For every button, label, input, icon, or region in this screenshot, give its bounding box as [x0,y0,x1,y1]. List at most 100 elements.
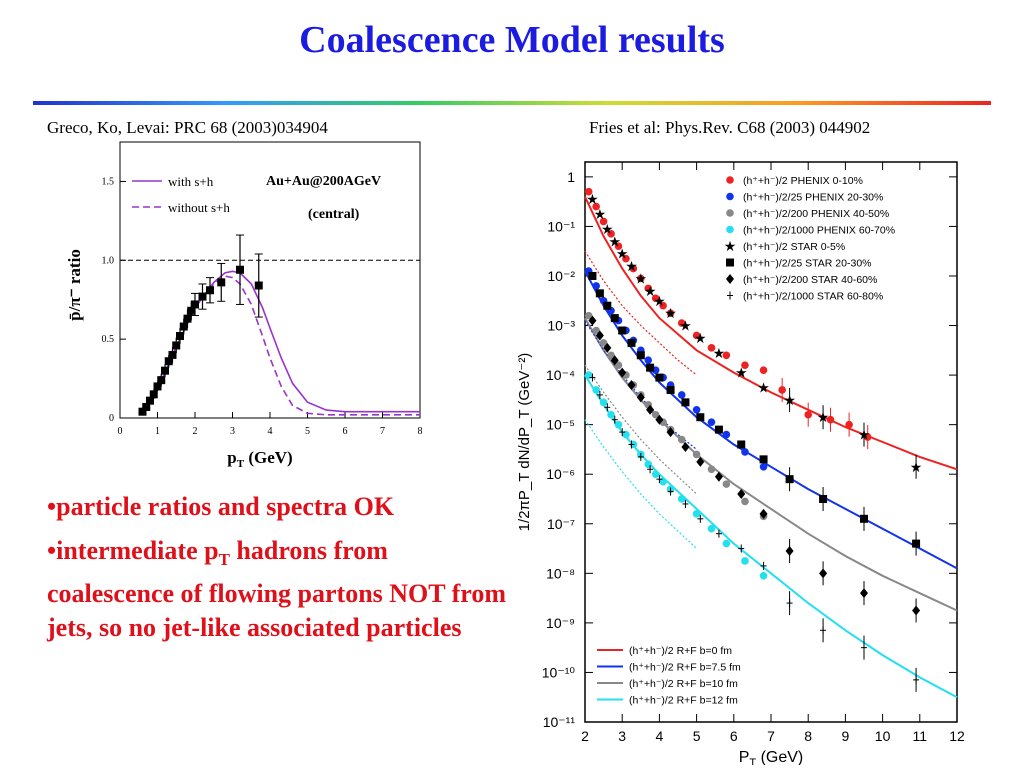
x-tick-label: 11 [913,728,928,744]
reference-right: Fries et al: Phys.Rev. C68 (2003) 044902 [589,118,871,137]
y-tick-label: 10⁻¹¹ [543,714,576,730]
data-point [254,281,263,290]
legend-label: (h⁺+h⁻)/2/25 STAR 20-30% [743,258,872,270]
data-point [659,301,667,310]
x-tick-label: 8 [804,728,812,744]
model-curve [584,196,958,471]
x-tick-label: 12 [949,728,965,744]
data-point [656,475,663,484]
data-point [759,572,768,580]
data-point [627,338,636,347]
x-tick-label: 3 [618,728,626,744]
data-point [618,326,627,335]
data-point [651,470,660,479]
data-point [677,319,686,327]
data-point [610,314,619,323]
series-line [138,270,420,414]
x-tick-label: 4 [268,426,273,437]
data-point [651,294,660,303]
data-point [913,675,920,684]
data-point [646,363,655,372]
legend-label: (h⁺+h⁻)/2/1000 PHENIX 60-70% [743,225,895,237]
y-tick-label: 10⁻⁶ [546,466,575,482]
y-tick-label: 10⁻² [547,268,575,284]
data-point [696,413,705,422]
y-tick-label: 1 [567,169,575,185]
title-divider [33,101,991,105]
legend-label: with s+h [168,174,214,189]
data-point [599,217,608,226]
data-point [819,568,828,579]
data-point: ★ [858,427,871,443]
data-point [584,187,593,196]
data-point [741,557,749,565]
data-point: ★ [724,238,737,254]
data-point [737,440,746,449]
data-point [741,497,749,506]
data-point [861,643,867,652]
data-point [164,357,173,366]
legend-label: (h⁺+h⁻)/2 STAR 0-5% [743,241,845,253]
data-point [722,351,731,360]
legend-label: (h⁺+h⁻)/2 R+F b=12 fm [629,695,738,707]
data-point: ★ [601,221,614,237]
reference-left: Greco, Ko, Levai: PRC 68 (2003)034904 [47,118,328,137]
data-point [622,254,630,263]
y-tick-label: 1.0 [102,255,115,266]
data-point: ★ [757,379,770,395]
data-point: ★ [635,270,648,286]
model-curve [584,419,698,549]
data-point [172,341,181,350]
data-point [622,430,630,439]
data-point [714,471,723,482]
data-point [647,465,654,474]
data-point [785,546,794,557]
data-point [584,311,593,320]
data-point [726,209,734,217]
x-tick-label: 5 [693,728,701,744]
data-point [912,605,921,616]
data-point [727,291,733,300]
data-point [627,380,636,391]
x-tick-label: 2 [581,728,589,744]
legend-label: (h⁺+h⁻)/2/200 PHENIX 40-50% [743,208,889,220]
data-point: ★ [679,318,692,334]
data-point [692,331,701,340]
data-point: ★ [586,191,599,207]
data-point: ★ [713,345,726,361]
data-point [607,351,615,360]
data-point [183,314,192,323]
data-point [644,356,653,365]
legend-label: (h⁺+h⁻)/2/200 STAR 40-60% [743,274,877,286]
x-tick-label: 6 [343,426,348,437]
data-point [707,524,716,533]
data-point [599,339,608,347]
data-point [759,455,768,464]
data-point [681,398,690,407]
data-point [628,440,635,449]
data-point [677,391,686,399]
data-point [666,427,675,438]
y-tick-label: 10⁻¹⁰ [542,664,576,680]
y-tick-label: 10⁻¹ [547,218,575,234]
data-point: ★ [910,459,923,475]
data-point [759,462,768,471]
data-point [655,414,664,425]
data-point [179,322,188,331]
model-curve [584,364,698,495]
data-point [738,544,745,553]
data-point [759,366,768,374]
legend-label: (h⁺+h⁻)/2 PHENIX 0-10% [743,175,863,187]
data-point [786,599,793,608]
x-tick-label: 7 [767,728,775,744]
data-point [726,274,734,284]
x-tick-label: 7 [380,426,385,437]
legend-label: without s+h [168,200,230,215]
data-point [644,460,653,469]
data-point [619,428,626,437]
data-point: ★ [608,233,621,249]
data-point: ★ [664,305,677,321]
data-point [726,258,734,267]
data-point [666,309,675,317]
data-point [614,361,623,369]
